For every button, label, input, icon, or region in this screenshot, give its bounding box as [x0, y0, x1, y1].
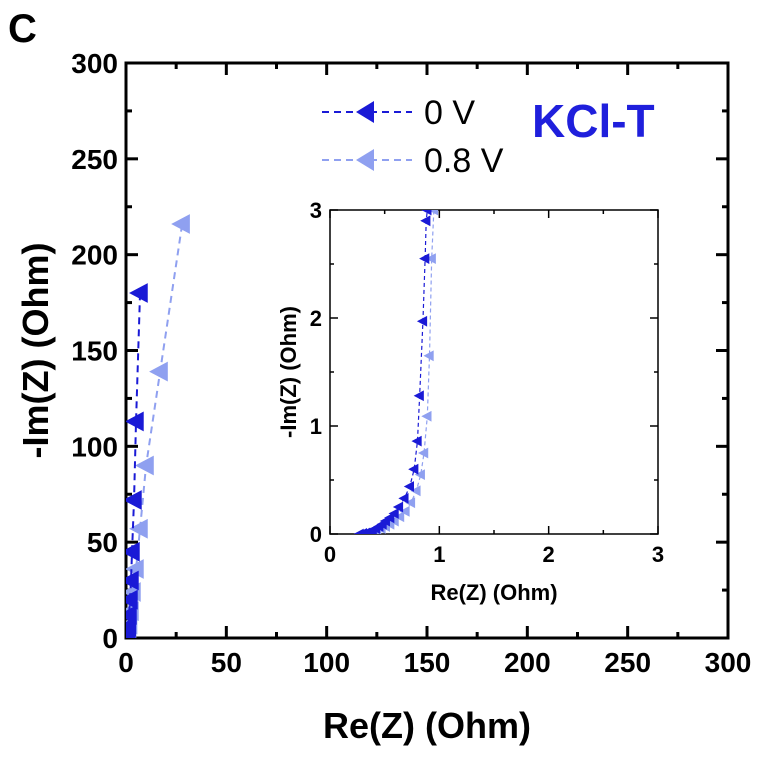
inset-y-tick-label: 1: [310, 414, 322, 439]
inset-frame: [329, 209, 659, 535]
inset-y-tick-label: 2: [310, 306, 322, 331]
inset-series-point-1: [393, 511, 405, 523]
main-x-axis-label: Re(Z) (Ohm): [323, 705, 531, 746]
inset-series-point-0: [398, 492, 409, 504]
inset-series-point-0: [408, 463, 419, 475]
main-series-point-1: [135, 455, 154, 476]
main-y-tick-label: 50: [87, 527, 118, 558]
main-y-axis-label: -Im(Z) (Ohm): [15, 243, 56, 459]
main-y-tick-label: 150: [71, 336, 118, 367]
annotation-kcl-t: KCl-T: [532, 95, 655, 147]
main-series-point-1: [149, 361, 168, 382]
main-x-tick-label: 100: [303, 647, 350, 678]
inset-x-tick-label: 0: [324, 542, 336, 567]
main-series-point-1: [126, 559, 144, 579]
inset-x-tick-label: 1: [433, 542, 445, 567]
main-data: [126, 214, 190, 638]
inset-series-point-1: [421, 410, 432, 422]
inset-series-point-0: [421, 210, 432, 216]
main-y-tick-label: 250: [71, 144, 118, 175]
inset-series-point-0: [392, 501, 404, 513]
inset-series-point-1: [423, 350, 434, 362]
panel-label: C: [8, 7, 37, 51]
inset-y-axis-label: -Im(Z) (Ohm): [276, 306, 301, 438]
main-series-point-0: [126, 411, 144, 432]
main-series-point-0: [126, 605, 137, 625]
legend-marker-0v: [356, 101, 374, 123]
inset-series-point-0: [403, 481, 415, 492]
inset-series-point-1: [425, 253, 436, 264]
main-x-tick-label: 0: [118, 647, 134, 678]
main-y-tick-label: 0: [102, 623, 118, 654]
main-y-tick-label: 200: [71, 240, 118, 271]
inset-series-point-0: [419, 253, 430, 264]
inset-x-tick-label: 3: [652, 542, 664, 567]
inset-y-tick-label: 3: [310, 198, 322, 223]
inset-series-point-0: [416, 315, 428, 327]
main-series-point-0: [126, 541, 140, 562]
inset-series-point-0: [420, 215, 431, 227]
main-x-tick-label: 50: [211, 647, 242, 678]
main-series-point-1: [171, 214, 190, 234]
inset-series-point-0: [413, 390, 424, 402]
inset-data: [353, 210, 439, 534]
main-series-line-1: [127, 223, 184, 637]
legend-label-08v: 0.8 V: [424, 142, 504, 180]
inset-series-point-1: [418, 447, 429, 459]
inset-series-line-0: [359, 210, 428, 534]
inset-series-point-0: [411, 435, 422, 447]
main-x-tick-label: 200: [504, 647, 551, 678]
main-y-tick-label: 300: [71, 48, 118, 79]
main-series-point-0: [126, 570, 139, 591]
main-x-tick-label: 250: [604, 647, 651, 678]
main-y-tick-label: 100: [71, 431, 118, 462]
inset-x-axis-label: Re(Z) (Ohm): [430, 580, 557, 605]
main-series-point-0: [126, 589, 138, 610]
inset-y-tick-label: 0: [310, 522, 322, 547]
inset-plot: 0 1 2 3 0 1 2 3 Re(Z) (Ohm) -Im(Z) (Ohm): [276, 198, 664, 605]
main-series-point-1: [129, 518, 148, 539]
legend: 0 V 0.8 V: [322, 94, 504, 180]
inset-series-point-1: [399, 505, 410, 517]
inset-series-point-0: [388, 508, 399, 519]
main-series-point-0: [126, 490, 142, 510]
inset-x-tick-label: 2: [543, 542, 555, 567]
legend-label-0v: 0 V: [424, 94, 475, 132]
legend-marker-08v: [356, 149, 374, 171]
inset-series-point-1: [404, 497, 416, 509]
inset-series-point-1: [410, 485, 421, 497]
main-series-point-0: [129, 283, 148, 303]
main-x-tick-label: 150: [404, 647, 451, 678]
main-x-tick-label: 300: [705, 647, 752, 678]
inset-series-point-1: [414, 469, 425, 480]
